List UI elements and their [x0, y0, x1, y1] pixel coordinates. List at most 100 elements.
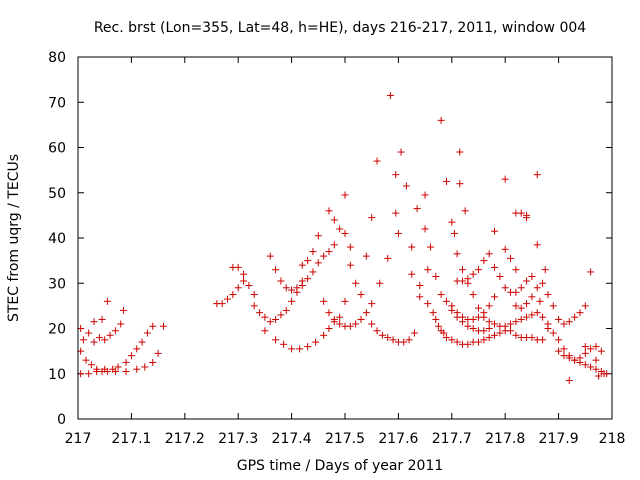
data-point [469, 291, 477, 299]
data-point [111, 367, 119, 375]
data-point [357, 291, 365, 299]
data-point [85, 329, 93, 337]
data-point [507, 320, 515, 328]
data-point [296, 345, 304, 353]
data-point [346, 322, 354, 330]
data-point [149, 322, 157, 330]
data-point [421, 191, 429, 199]
data-point [103, 297, 111, 305]
data-point [450, 229, 458, 237]
data-point [592, 356, 600, 364]
data-point [597, 347, 605, 355]
data-point [240, 270, 248, 278]
x-tick-label: 217.2 [165, 431, 205, 447]
data-point [111, 327, 119, 335]
data-point [475, 304, 482, 312]
data-point [480, 336, 488, 344]
data-point [536, 297, 544, 305]
data-point [507, 254, 515, 262]
data-point [133, 365, 141, 373]
plot-frame [77, 56, 613, 420]
data-point [421, 225, 429, 233]
data-point [453, 309, 461, 317]
data-point [480, 309, 488, 317]
y-tick-label: 70 [48, 95, 66, 111]
data-point [437, 116, 445, 124]
y-tick-labels: 0 10 20 30 40 50 60 70 80 [48, 50, 66, 428]
data-point [320, 331, 328, 339]
data-point [309, 268, 317, 276]
data-point [485, 334, 493, 342]
data-point [330, 315, 338, 323]
data-point [448, 336, 456, 344]
data-point [480, 327, 488, 335]
y-tick-label: 60 [48, 141, 66, 157]
data-point [555, 315, 563, 323]
data-point [528, 311, 536, 319]
data-point [496, 329, 504, 337]
data-point [533, 284, 541, 292]
data-point [261, 327, 269, 335]
data-point [373, 327, 381, 335]
data-point [357, 315, 365, 323]
data-point [101, 365, 109, 373]
data-point [119, 306, 127, 314]
data-point [523, 214, 531, 222]
data-point [95, 334, 103, 342]
data-point [464, 340, 472, 348]
data-point [336, 320, 344, 328]
data-point [408, 270, 416, 278]
data-point [250, 291, 258, 299]
data-point [413, 205, 421, 213]
data-point [277, 277, 285, 285]
data-point [528, 334, 536, 342]
data-point [98, 315, 106, 323]
data-point [122, 367, 130, 375]
data-point [533, 309, 541, 317]
data-point [458, 266, 466, 274]
data-point [560, 352, 568, 360]
data-point [346, 243, 354, 251]
data-point [581, 349, 589, 357]
data-point [261, 313, 269, 321]
chart-title: Rec. brst (Lon=355, Lat=48, h=HE), days … [94, 20, 586, 36]
data-point [376, 279, 384, 287]
data-point [341, 191, 349, 199]
data-point [266, 318, 274, 326]
data-point [517, 284, 525, 292]
data-point [304, 275, 312, 283]
data-point [517, 315, 525, 323]
data-point [330, 241, 338, 249]
data-point [288, 286, 296, 294]
data-point [587, 345, 595, 353]
data-point [309, 248, 317, 256]
data-point [154, 349, 162, 357]
data-point [458, 277, 466, 285]
data-point [341, 297, 349, 305]
data-point [392, 209, 400, 217]
data-point [386, 91, 394, 99]
data-point [218, 300, 226, 308]
data-point [541, 266, 549, 274]
data-point [325, 309, 333, 317]
data-point [82, 356, 90, 364]
data-point [106, 331, 114, 339]
data-point [424, 266, 432, 274]
y-tick-label: 40 [48, 231, 66, 247]
data-point [127, 352, 135, 360]
data-point [389, 336, 397, 344]
data-point [133, 345, 141, 353]
data-point [138, 338, 146, 346]
x-tick-label: 217.6 [378, 431, 418, 447]
data-point [282, 284, 290, 292]
data-point [458, 313, 466, 321]
data-point [304, 257, 312, 265]
data-point [325, 325, 333, 332]
data-point [440, 329, 448, 337]
data-point [539, 279, 547, 287]
data-point [565, 354, 573, 362]
data-point [533, 171, 541, 179]
data-point [122, 358, 130, 366]
data-point [560, 345, 568, 353]
y-tick-label: 0 [57, 412, 66, 428]
